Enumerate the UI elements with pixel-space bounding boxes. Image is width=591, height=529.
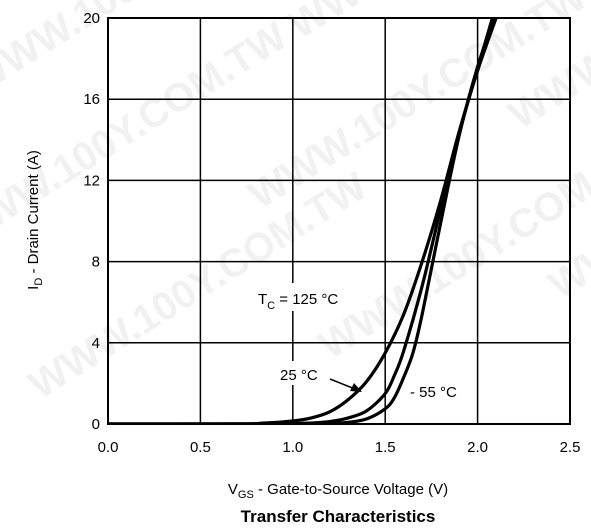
x-tick-label: 2.5 [560, 439, 581, 456]
chart-title: Transfer Characteristics [241, 507, 436, 526]
y-tick-label: 4 [92, 335, 100, 352]
y-tick-label: 8 [92, 254, 100, 271]
annotations: TC = 125 °C 25 °C - 55 °C [253, 283, 469, 403]
t25-label-bg [275, 361, 329, 385]
x-axis-symbol: V [228, 481, 238, 498]
x-axis-label: VGS - Gate-to-Source Voltage (V) [228, 481, 448, 501]
x-tick-label: 0.0 [98, 439, 119, 456]
tm55-label: - 55 °C [410, 384, 457, 401]
x-axis-text: - Gate-to-Source Voltage (V) [254, 481, 448, 498]
y-axis-ticks: 0 4 8 12 16 20 [83, 10, 100, 433]
x-tick-label: 0.5 [190, 439, 211, 456]
series-group [108, 18, 498, 424]
y-axis-subscript: D [33, 278, 45, 286]
tc-subscript: C [267, 300, 275, 312]
tc-125-label: TC = 125 °C [258, 291, 338, 312]
series-line-2 [108, 18, 496, 424]
tc-value: = 125 °C [275, 291, 338, 308]
t25-arrow-line [329, 378, 356, 390]
y-tick-label: 20 [83, 10, 100, 27]
watermark: WWW.100Y.COM.TWWWW.100Y.COM.TWWWW.100Y.C… [0, 0, 591, 408]
y-tick-label: 0 [92, 416, 100, 433]
x-axis-subscript: GS [238, 489, 254, 501]
y-tick-label: 16 [83, 91, 100, 108]
tc-label-bg [253, 283, 373, 311]
tm55-label-bg [405, 379, 469, 403]
t25-arrow-head [350, 383, 362, 392]
y-axis-label: ID - Drain Current (A) [25, 150, 45, 290]
tc-symbol: T [258, 291, 267, 308]
t25-label: 25 °C [280, 367, 318, 384]
y-axis-text: - Drain Current (A) [25, 150, 42, 278]
grid [108, 18, 570, 424]
x-axis-ticks: 0.0 0.5 1.0 1.5 2.0 2.5 [98, 439, 581, 456]
x-tick-label: 2.0 [467, 439, 488, 456]
y-axis-symbol: I [25, 286, 42, 290]
x-tick-label: 1.0 [282, 439, 303, 456]
y-tick-label: 12 [83, 172, 100, 189]
x-tick-label: 1.5 [375, 439, 396, 456]
